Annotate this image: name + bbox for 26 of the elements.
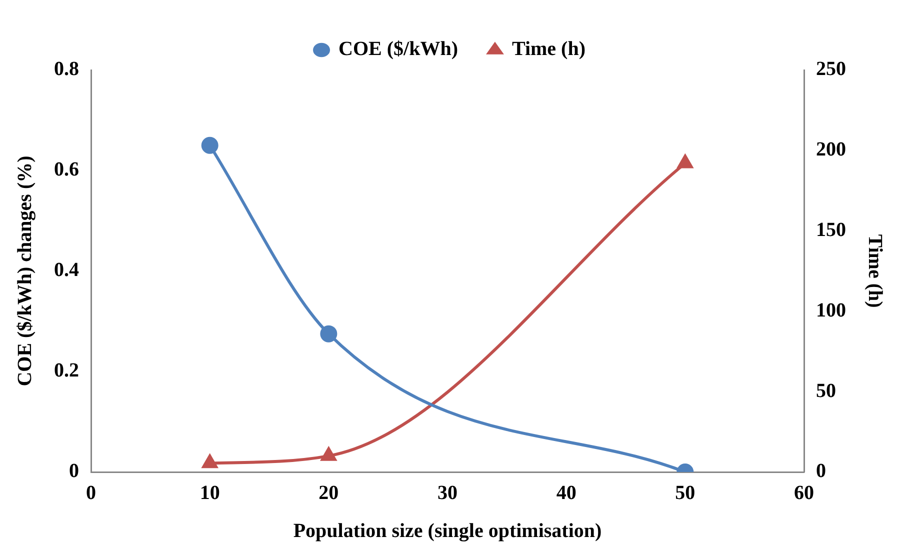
x-tick-label: 30 bbox=[438, 482, 458, 504]
y-tick-label: 0.8 bbox=[54, 58, 79, 80]
x-tick-label: 20 bbox=[318, 482, 339, 504]
y2-tick-label: 0 bbox=[816, 460, 826, 482]
legend-label: Time (h) bbox=[512, 38, 586, 60]
y2-tick-label: 100 bbox=[816, 299, 846, 322]
y2-tick-label: 250 bbox=[816, 58, 846, 80]
y-tick-label: 0.2 bbox=[54, 360, 79, 382]
x-tick-label: 40 bbox=[556, 482, 576, 504]
x-tick-label: 0 bbox=[86, 482, 96, 504]
legend-label: COE ($/kWh) bbox=[338, 38, 458, 60]
y2-tick-label: 50 bbox=[816, 380, 836, 402]
y2-tick-label: 200 bbox=[816, 138, 846, 161]
x-tick-label: 50 bbox=[675, 482, 696, 504]
x-axis-title: Population size (single optimisation) bbox=[293, 520, 602, 542]
y-axis-title: COE ($/kWh) changes (%) bbox=[14, 156, 36, 386]
point bbox=[321, 447, 336, 461]
point bbox=[202, 454, 218, 468]
y-tick-label: 0 bbox=[69, 460, 79, 482]
y2-tick-label: 150 bbox=[816, 218, 846, 241]
y2-axis-title: Time (h) bbox=[864, 234, 886, 308]
y-tick-label: 0.6 bbox=[54, 158, 79, 181]
x-tick-label: 60 bbox=[794, 482, 814, 504]
y-tick-label: 0.4 bbox=[54, 259, 79, 282]
point bbox=[678, 154, 693, 168]
x-tick-label: 10 bbox=[200, 482, 220, 504]
